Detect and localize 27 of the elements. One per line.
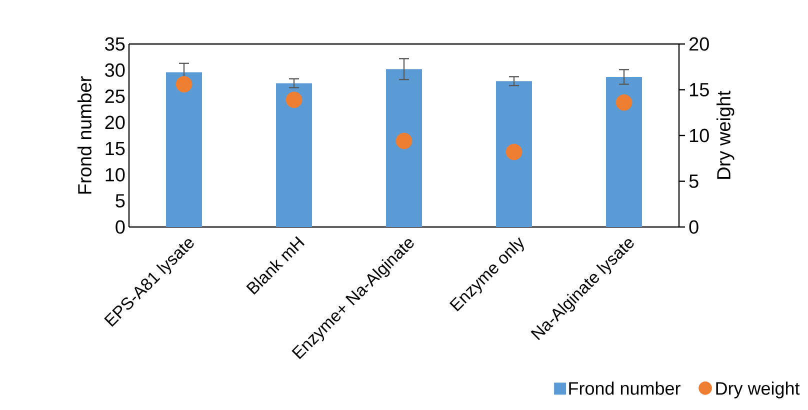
y2-axis-title: Dry weight bbox=[716, 90, 734, 179]
y-axis-title: Frond number bbox=[78, 76, 92, 194]
y-tick-label: 0 bbox=[116, 220, 125, 234]
y-tick-label: 10 bbox=[106, 168, 125, 182]
bar bbox=[496, 81, 532, 227]
y2-tick-label: 10 bbox=[690, 128, 709, 142]
bar bbox=[606, 76, 642, 227]
point bbox=[176, 76, 192, 92]
bar bbox=[166, 72, 202, 227]
y2-tick-label: 15 bbox=[690, 83, 709, 96]
point bbox=[286, 92, 302, 108]
y-tick-label: 35 bbox=[105, 37, 125, 51]
y2-tick-label: 5 bbox=[689, 174, 698, 188]
y-tick-label: 20 bbox=[105, 116, 125, 130]
point bbox=[616, 94, 632, 111]
y2-tick-label: 20 bbox=[689, 37, 709, 51]
y-tick-label: 5 bbox=[116, 194, 125, 208]
bar bbox=[386, 69, 422, 227]
point bbox=[396, 132, 412, 150]
bar bbox=[276, 83, 312, 227]
y-tick-label: 30 bbox=[105, 63, 125, 77]
y-tick-label: 25 bbox=[105, 90, 125, 104]
point bbox=[506, 144, 522, 160]
y2-tick-label: 0 bbox=[689, 220, 698, 234]
y-tick-label: 15 bbox=[106, 142, 125, 156]
legend-label: Dry weight bbox=[716, 382, 800, 398]
legend-label: Frond number bbox=[569, 382, 680, 395]
